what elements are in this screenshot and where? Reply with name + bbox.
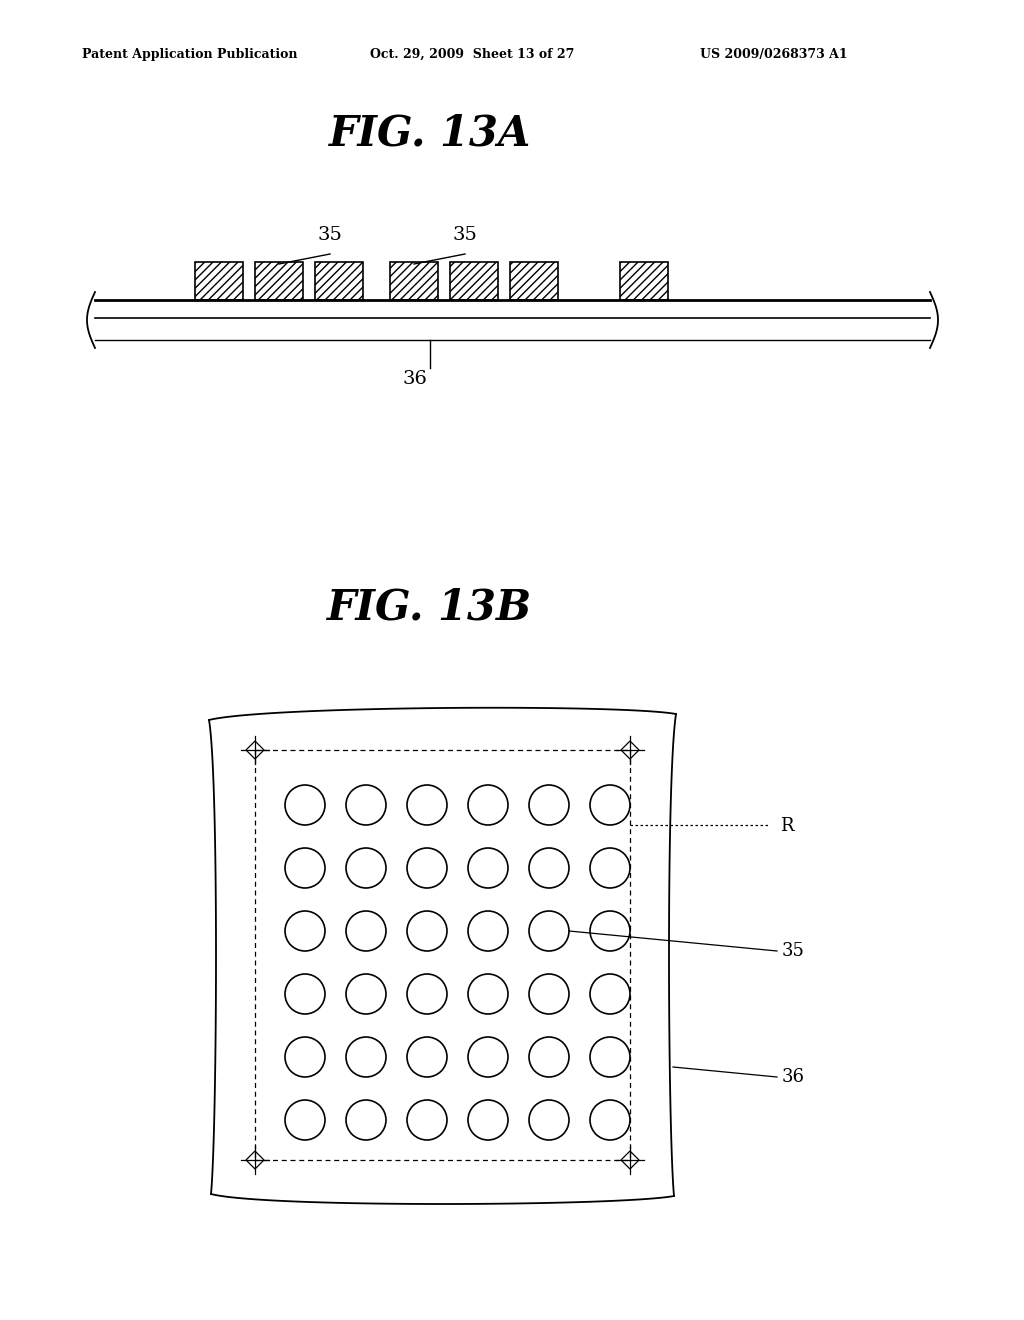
Text: US 2009/0268373 A1: US 2009/0268373 A1: [700, 48, 848, 61]
Text: 36: 36: [782, 1068, 805, 1086]
Bar: [510, 261, 558, 300]
Bar: [620, 261, 668, 300]
Text: Oct. 29, 2009  Sheet 13 of 27: Oct. 29, 2009 Sheet 13 of 27: [370, 48, 574, 61]
Bar: [450, 261, 498, 300]
Bar: [510, 261, 558, 300]
Bar: [315, 261, 362, 300]
Text: 35: 35: [453, 226, 477, 244]
Bar: [620, 261, 668, 300]
Bar: [390, 261, 438, 300]
Bar: [255, 261, 303, 300]
Bar: [195, 261, 243, 300]
Text: FIG. 13A: FIG. 13A: [329, 112, 531, 154]
Bar: [450, 261, 498, 300]
Text: FIG. 13B: FIG. 13B: [328, 587, 532, 630]
Text: 35: 35: [782, 942, 805, 960]
Bar: [390, 261, 438, 300]
Bar: [255, 261, 303, 300]
Text: 36: 36: [402, 370, 427, 388]
Bar: [195, 261, 243, 300]
Text: Patent Application Publication: Patent Application Publication: [82, 48, 298, 61]
Text: R: R: [780, 817, 794, 836]
Text: 35: 35: [317, 226, 342, 244]
Bar: [315, 261, 362, 300]
